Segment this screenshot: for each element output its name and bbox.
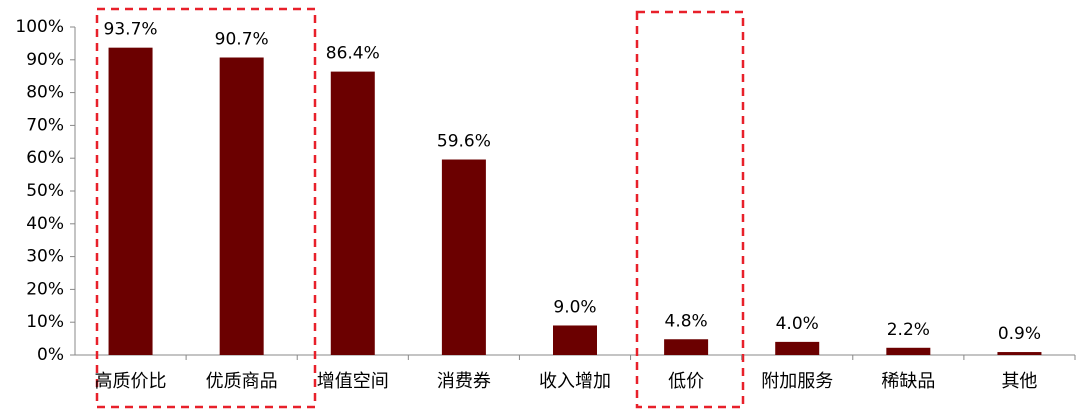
y-tick-label: 30% [26,247,64,267]
value-label: 9.0% [553,297,596,317]
bar [108,47,153,355]
y-tick-label: 20% [26,279,64,299]
y-tick-label: 40% [26,214,64,234]
bar [886,347,931,355]
y-tick-label: 60% [26,148,64,168]
y-tick-label: 70% [26,115,64,135]
bar [553,325,597,355]
bar [664,339,709,355]
value-label: 0.9% [998,324,1041,344]
value-label: 86.4% [326,44,380,64]
y-tick-label: 100% [15,17,64,37]
y-tick-label: 80% [26,83,64,103]
y-tick-label: 10% [26,312,64,332]
value-label: 90.7% [215,30,269,50]
value-label: 4.0% [776,314,819,334]
highlight-box [635,10,745,409]
value-label: 2.2% [887,320,930,340]
bar [441,159,486,355]
y-tick-label: 0% [37,345,64,365]
bar [330,71,375,355]
x-tick-label: 低价 [668,371,704,392]
value-label: 59.6% [437,132,491,152]
x-tick-label: 其他 [1001,371,1037,392]
value-label: 93.7% [104,20,158,40]
x-tick-label: 优质商品 [206,371,278,392]
x-tick-label: 收入增加 [539,371,611,392]
bar [997,352,1042,355]
x-tick-label: 消费券 [437,371,491,392]
y-tick-label: 90% [26,50,64,70]
x-tick-label: 稀缺品 [881,371,935,392]
x-tick-label: 增值空间 [317,371,389,392]
x-tick-label: 高质价比 [95,371,167,392]
bar [219,57,264,356]
y-tick-label: 50% [26,181,64,201]
x-tick-label: 附加服务 [761,371,833,392]
bar [775,341,820,355]
value-label: 4.8% [665,311,708,331]
